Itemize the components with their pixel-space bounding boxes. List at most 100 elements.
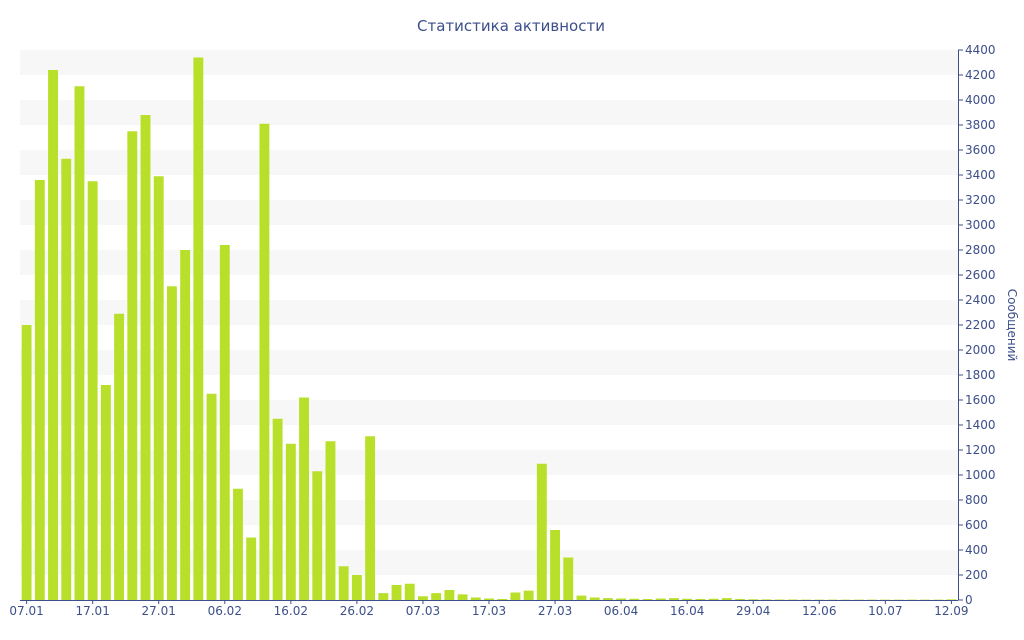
bar: [338, 566, 349, 600]
bar: [285, 443, 296, 600]
x-tick-label: 16.02: [274, 604, 308, 618]
bar: [867, 599, 878, 601]
x-tick-label: 06.04: [604, 604, 638, 618]
bar: [602, 598, 613, 600]
bar: [470, 597, 481, 600]
bar: [920, 599, 930, 601]
bar: [365, 436, 376, 600]
x-tick-label: 27.03: [538, 604, 572, 618]
bar: [523, 590, 534, 600]
bar: [233, 488, 243, 600]
bar: [629, 598, 640, 600]
x-tick-label: 27.01: [142, 604, 176, 618]
bar: [708, 598, 719, 600]
y-tick-label: 3200: [965, 193, 996, 207]
y-tick-label: 600: [965, 518, 988, 532]
grid-band: [20, 150, 958, 175]
grid-band: [20, 100, 958, 125]
bar: [814, 599, 825, 601]
bar: [325, 441, 336, 600]
grid-band: [20, 200, 958, 225]
bar: [272, 418, 283, 600]
y-tick-label: 200: [965, 568, 988, 582]
bar: [893, 599, 904, 601]
bar: [457, 594, 468, 600]
bar: [880, 599, 891, 601]
bar: [550, 530, 561, 600]
bar: [87, 181, 98, 600]
x-tick-label: 06.02: [208, 604, 242, 618]
bar: [669, 598, 679, 600]
bar: [933, 599, 944, 601]
bar: [787, 599, 798, 600]
bar: [206, 393, 217, 600]
bar: [801, 599, 812, 601]
x-tick-label: 17.01: [75, 604, 109, 618]
y-tick-label: 1000: [965, 468, 996, 482]
y-tick-label: 1400: [965, 418, 996, 432]
bar: [219, 245, 230, 600]
bar: [906, 599, 917, 601]
y-tick-label: 800: [965, 493, 988, 507]
y-tick-label: 3400: [965, 168, 996, 182]
x-tick-label: 10.07: [868, 604, 902, 618]
bar: [576, 595, 587, 600]
y-tick-label: 4400: [965, 43, 996, 57]
y-tick-label: 2400: [965, 293, 996, 307]
y-tick-label: 2200: [965, 318, 996, 332]
bar: [100, 385, 111, 600]
y-tick-label: 3800: [965, 118, 996, 132]
y-tick-label: 1800: [965, 368, 996, 382]
bar: [404, 583, 415, 600]
bar: [510, 592, 521, 600]
bar: [735, 599, 745, 600]
bar: [484, 598, 494, 600]
y-tick-label: 2600: [965, 268, 996, 282]
bar: [351, 575, 362, 600]
bar: [61, 158, 72, 600]
bar: [391, 585, 402, 600]
x-tick-label: 12.06: [802, 604, 836, 618]
x-tick-label: 12.09: [934, 604, 968, 618]
x-tick-label: 07.01: [9, 604, 43, 618]
bar: [748, 599, 759, 600]
bar: [246, 537, 257, 600]
x-tick-label: 07.03: [406, 604, 440, 618]
bar: [34, 180, 45, 600]
bar: [431, 593, 442, 600]
bar: [563, 557, 574, 600]
grid-band: [20, 250, 958, 275]
bar: [774, 599, 785, 600]
bar: [127, 131, 138, 600]
y-tick-label: 0: [965, 593, 973, 607]
bar: [48, 70, 58, 600]
bar: [761, 599, 772, 600]
bar: [166, 286, 177, 600]
chart-title: Статистика активности: [417, 17, 605, 35]
bar: [642, 599, 653, 600]
bar: [312, 471, 323, 600]
bar: [946, 599, 957, 600]
y-tick-label: 1600: [965, 393, 996, 407]
bar: [378, 593, 389, 600]
y-tick-label: 4200: [965, 68, 996, 82]
bar: [721, 598, 732, 600]
x-axis-ticks: 07.01 17.01 27.01 06.02 16.02 26.02 07.03 17.03…: [9, 600, 969, 618]
bar: [193, 57, 204, 600]
y-axis-title: Сообщений: [1005, 289, 1019, 362]
bar: [589, 597, 600, 600]
y-tick-label: 3600: [965, 143, 996, 157]
bar: [74, 86, 85, 600]
bar: [682, 598, 693, 600]
bar: [299, 397, 309, 600]
bar: [444, 590, 455, 600]
bar: [827, 599, 838, 601]
bar: [853, 599, 864, 601]
bar: [114, 313, 125, 600]
bar: [840, 599, 851, 601]
bar: [655, 598, 666, 600]
bar: [616, 598, 627, 600]
x-tick-label: 17.03: [472, 604, 506, 618]
y-tick-label: 3000: [965, 218, 996, 232]
